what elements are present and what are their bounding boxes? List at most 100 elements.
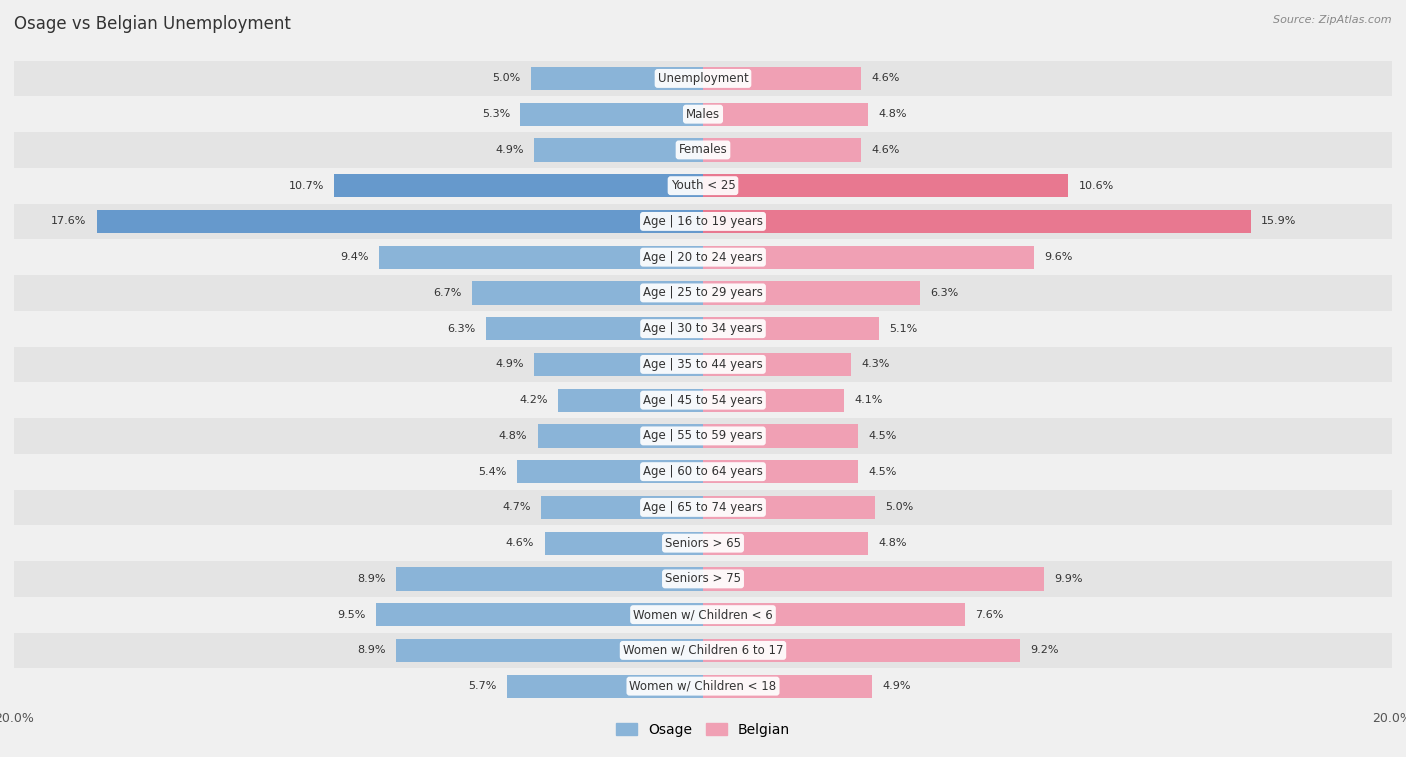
- Bar: [14, 525, 1392, 561]
- Text: 10.6%: 10.6%: [1078, 181, 1114, 191]
- Bar: [703, 639, 1019, 662]
- Text: 6.7%: 6.7%: [433, 288, 461, 298]
- Text: 4.5%: 4.5%: [869, 431, 897, 441]
- Text: Seniors > 65: Seniors > 65: [665, 537, 741, 550]
- Text: Females: Females: [679, 143, 727, 157]
- Text: 4.9%: 4.9%: [495, 145, 524, 155]
- Bar: [544, 531, 703, 555]
- Bar: [531, 67, 703, 90]
- Bar: [472, 282, 703, 304]
- Text: Women w/ Children < 18: Women w/ Children < 18: [630, 680, 776, 693]
- Bar: [97, 210, 703, 233]
- Bar: [703, 603, 965, 626]
- Bar: [703, 139, 862, 161]
- Bar: [14, 418, 1392, 453]
- Bar: [703, 388, 844, 412]
- Text: 5.1%: 5.1%: [889, 324, 917, 334]
- Bar: [534, 139, 703, 161]
- Text: 6.3%: 6.3%: [447, 324, 475, 334]
- Text: Age | 16 to 19 years: Age | 16 to 19 years: [643, 215, 763, 228]
- Bar: [14, 168, 1392, 204]
- Bar: [14, 61, 1392, 96]
- Text: 4.9%: 4.9%: [495, 360, 524, 369]
- Bar: [534, 353, 703, 376]
- Text: 9.6%: 9.6%: [1045, 252, 1073, 262]
- Text: Women w/ Children 6 to 17: Women w/ Children 6 to 17: [623, 644, 783, 657]
- Text: Males: Males: [686, 107, 720, 120]
- Text: Women w/ Children < 6: Women w/ Children < 6: [633, 608, 773, 621]
- Text: Age | 35 to 44 years: Age | 35 to 44 years: [643, 358, 763, 371]
- Bar: [14, 668, 1392, 704]
- Text: 4.9%: 4.9%: [882, 681, 911, 691]
- Text: 4.6%: 4.6%: [872, 73, 900, 83]
- Bar: [703, 353, 851, 376]
- Text: 5.7%: 5.7%: [468, 681, 496, 691]
- Bar: [558, 388, 703, 412]
- Text: 4.6%: 4.6%: [506, 538, 534, 548]
- Text: 10.7%: 10.7%: [288, 181, 323, 191]
- Bar: [14, 239, 1392, 275]
- Text: 17.6%: 17.6%: [51, 217, 86, 226]
- Text: 8.9%: 8.9%: [357, 574, 387, 584]
- Text: Age | 55 to 59 years: Age | 55 to 59 years: [643, 429, 763, 442]
- Text: Seniors > 75: Seniors > 75: [665, 572, 741, 585]
- Text: 8.9%: 8.9%: [357, 646, 387, 656]
- Text: 9.9%: 9.9%: [1054, 574, 1083, 584]
- Text: 4.8%: 4.8%: [499, 431, 527, 441]
- Text: 9.4%: 9.4%: [340, 252, 368, 262]
- Text: Youth < 25: Youth < 25: [671, 179, 735, 192]
- Text: 15.9%: 15.9%: [1261, 217, 1296, 226]
- Text: Age | 45 to 54 years: Age | 45 to 54 years: [643, 394, 763, 407]
- Bar: [14, 490, 1392, 525]
- Text: 4.5%: 4.5%: [869, 466, 897, 477]
- Bar: [703, 174, 1069, 198]
- Text: 5.3%: 5.3%: [482, 109, 510, 119]
- Bar: [703, 496, 875, 519]
- Bar: [396, 567, 703, 590]
- Bar: [703, 67, 862, 90]
- Bar: [703, 460, 858, 483]
- Text: 4.6%: 4.6%: [872, 145, 900, 155]
- Bar: [14, 275, 1392, 311]
- Text: 9.5%: 9.5%: [337, 609, 366, 620]
- Text: 5.4%: 5.4%: [478, 466, 506, 477]
- Text: Age | 25 to 29 years: Age | 25 to 29 years: [643, 286, 763, 300]
- Bar: [703, 674, 872, 698]
- Bar: [375, 603, 703, 626]
- Bar: [486, 317, 703, 341]
- Text: 4.7%: 4.7%: [502, 503, 531, 512]
- Text: 4.8%: 4.8%: [879, 109, 907, 119]
- Bar: [14, 382, 1392, 418]
- Text: 9.2%: 9.2%: [1031, 646, 1059, 656]
- Text: Age | 60 to 64 years: Age | 60 to 64 years: [643, 465, 763, 478]
- Bar: [703, 317, 879, 341]
- Text: Unemployment: Unemployment: [658, 72, 748, 85]
- Text: Age | 65 to 74 years: Age | 65 to 74 years: [643, 501, 763, 514]
- Bar: [14, 633, 1392, 668]
- Bar: [703, 102, 869, 126]
- Bar: [537, 424, 703, 447]
- Bar: [14, 204, 1392, 239]
- Text: Osage vs Belgian Unemployment: Osage vs Belgian Unemployment: [14, 15, 291, 33]
- Text: Age | 20 to 24 years: Age | 20 to 24 years: [643, 251, 763, 263]
- Bar: [506, 674, 703, 698]
- Bar: [703, 210, 1251, 233]
- Bar: [14, 96, 1392, 132]
- Bar: [517, 460, 703, 483]
- Bar: [703, 531, 869, 555]
- Bar: [703, 245, 1033, 269]
- Bar: [14, 453, 1392, 490]
- Text: 4.1%: 4.1%: [855, 395, 883, 405]
- Text: Source: ZipAtlas.com: Source: ZipAtlas.com: [1274, 15, 1392, 25]
- Bar: [14, 132, 1392, 168]
- Bar: [520, 102, 703, 126]
- Bar: [14, 311, 1392, 347]
- Text: 5.0%: 5.0%: [492, 73, 520, 83]
- Bar: [335, 174, 703, 198]
- Text: 4.3%: 4.3%: [862, 360, 890, 369]
- Bar: [14, 561, 1392, 597]
- Bar: [703, 282, 920, 304]
- Bar: [703, 567, 1045, 590]
- Text: 7.6%: 7.6%: [976, 609, 1004, 620]
- Bar: [14, 347, 1392, 382]
